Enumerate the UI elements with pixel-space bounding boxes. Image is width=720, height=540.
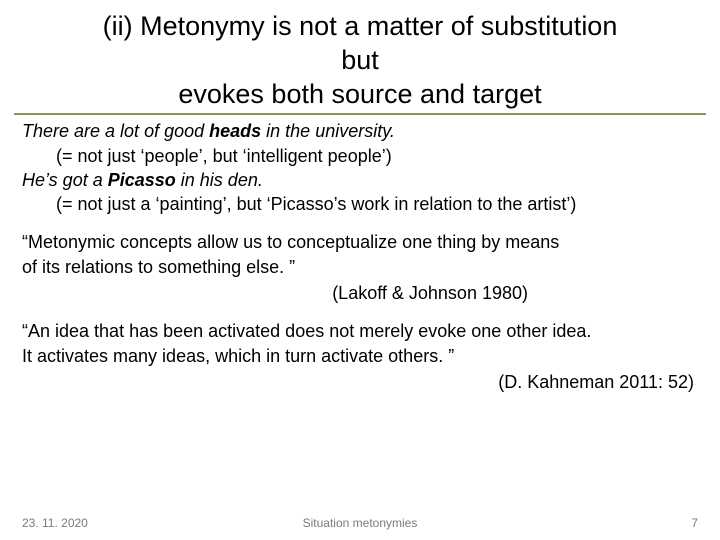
example-1-after: in the university. xyxy=(261,121,395,141)
gloss-1: (= not just ‘people’, but ‘intelligent p… xyxy=(56,144,698,168)
quote-2-line-1: “An idea that has been activated does no… xyxy=(22,319,698,343)
example-2-before: He’s got a xyxy=(22,170,108,190)
quote-2-line-2: It activates many ideas, which in turn a… xyxy=(22,344,698,368)
title-container: (ii) Metonymy is not a matter of substit… xyxy=(14,10,706,115)
slide: (ii) Metonymy is not a matter of substit… xyxy=(0,10,720,540)
slide-title: (ii) Metonymy is not a matter of substit… xyxy=(14,10,706,111)
title-line-2: but xyxy=(341,45,379,75)
slide-body: There are a lot of good heads in the uni… xyxy=(22,119,698,394)
example-2-bold: Picasso xyxy=(108,170,176,190)
example-2: He’s got a Picasso in his den. xyxy=(22,168,698,192)
citation-2: (D. Kahneman 2011: 52) xyxy=(22,370,694,394)
example-1-bold: heads xyxy=(209,121,261,141)
example-2-after: in his den. xyxy=(176,170,263,190)
title-line-3: evokes both source and target xyxy=(178,79,541,109)
title-line-1: (ii) Metonymy is not a matter of substit… xyxy=(103,11,618,41)
footer-page-number: 7 xyxy=(691,516,698,530)
gloss-2: (= not just a ‘painting’, but ‘Picasso’s… xyxy=(56,192,698,216)
citation-1: (Lakoff & Johnson 1980) xyxy=(22,281,528,305)
example-1-before: There are a lot of good xyxy=(22,121,209,141)
quote-1-line-2: of its relations to something else. ” xyxy=(22,255,698,279)
quote-2: “An idea that has been activated does no… xyxy=(22,319,698,394)
example-1: There are a lot of good heads in the uni… xyxy=(22,119,698,143)
footer-title: Situation metonymies xyxy=(0,516,720,530)
quote-1: “Metonymic concepts allow us to conceptu… xyxy=(22,230,698,305)
quote-1-line-1: “Metonymic concepts allow us to conceptu… xyxy=(22,230,698,254)
